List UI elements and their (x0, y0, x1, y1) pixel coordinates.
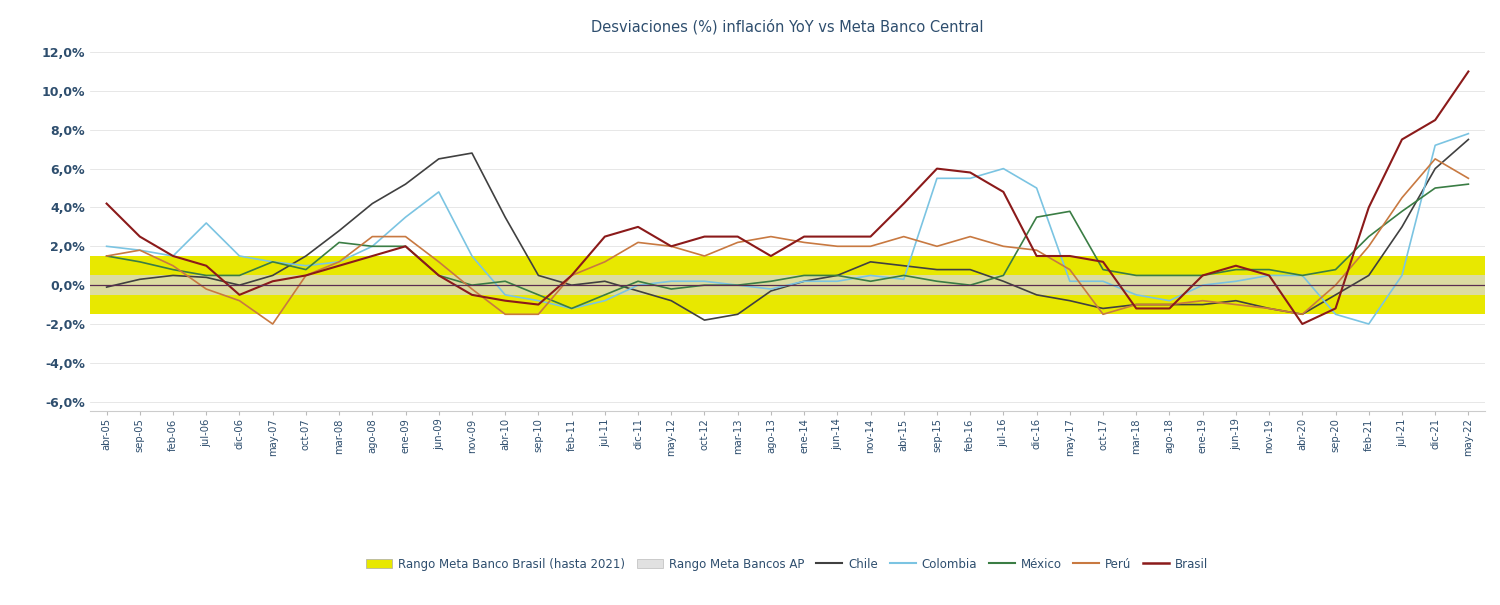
Bar (90, 256, 1485, 314)
Bar (90, 275, 1485, 295)
Legend: Rango Meta Banco Brasil (hasta 2021), Rango Meta Bancos AP, Chile, Colombia, Méx: Rango Meta Banco Brasil (hasta 2021), Ra… (362, 553, 1214, 575)
Title: Desviaciones (%) inflación YoY vs Meta Banco Central: Desviaciones (%) inflación YoY vs Meta B… (591, 19, 984, 34)
